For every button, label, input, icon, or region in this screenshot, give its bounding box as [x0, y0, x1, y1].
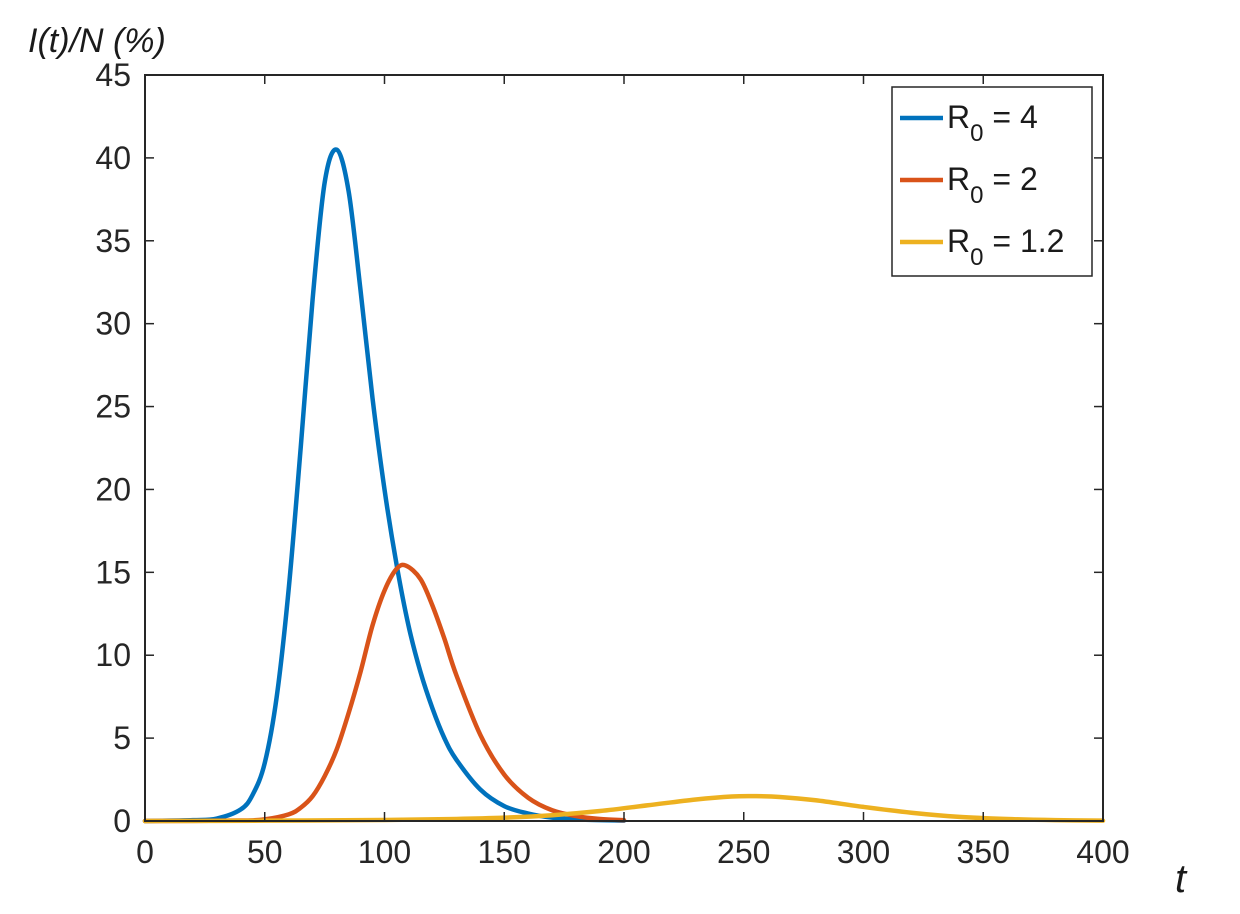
x-axis-label: t	[1175, 857, 1188, 901]
y-tick-label-8: 40	[95, 140, 131, 176]
y-tick-label-5: 25	[95, 389, 131, 425]
legend-label-0: R0 = 4	[947, 99, 1038, 147]
y-tick-label-2: 10	[95, 637, 131, 673]
x-tick-label-7: 350	[957, 834, 1010, 870]
x-tick-label-5: 250	[717, 834, 770, 870]
y-tick-label-7: 35	[95, 223, 131, 259]
y-tick-label-9: 45	[95, 57, 131, 93]
x-tick-label-2: 100	[358, 834, 411, 870]
x-tick-label-1: 50	[247, 834, 283, 870]
series-line-1	[142, 562, 627, 824]
x-tick-label-6: 300	[837, 834, 890, 870]
y-tick-label-3: 15	[95, 554, 131, 590]
series-line-2	[142, 793, 1106, 824]
legend: R0 = 4 R0 = 2 R0 = 1.2	[891, 86, 1093, 277]
series-line-0	[142, 147, 627, 824]
y-tick-label-4: 20	[95, 471, 131, 507]
y-tick-label-0: 0	[113, 803, 131, 839]
y-tick-label-1: 5	[113, 720, 131, 756]
x-tick-label-8: 400	[1076, 834, 1129, 870]
x-tick-label-4: 200	[597, 834, 650, 870]
x-tick-label-3: 150	[478, 834, 531, 870]
legend-label-1: R0 = 2	[947, 161, 1038, 209]
legend-label-2: R0 = 1.2	[947, 223, 1064, 271]
series-layer	[142, 147, 1106, 824]
y-axis-label: I(t)/N (%)	[28, 22, 166, 60]
x-tick-label-0: 0	[136, 834, 154, 870]
y-tick-label-6: 30	[95, 306, 131, 342]
ticks-layer: 0 50 100 150 200 250 300 350 400 0 5 10 15 20 25 30 35 40…	[95, 57, 1129, 870]
